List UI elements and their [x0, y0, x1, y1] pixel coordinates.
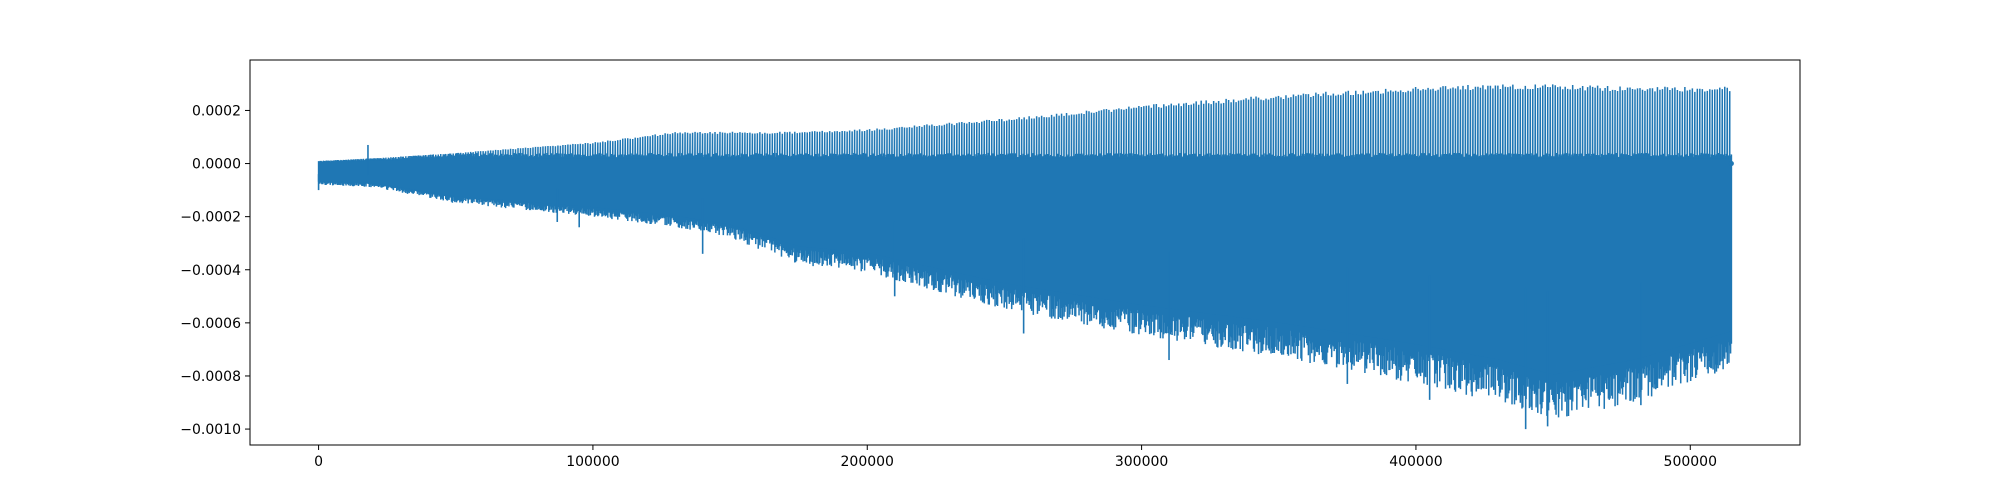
series-end-point-0 [1728, 161, 1734, 167]
y-tick-label: 0.0000 [192, 157, 241, 173]
plot-area [317, 84, 1734, 430]
y-axis: 0.0002 0.0000 −0.0002 −0.0004 −0.0006 −0.0008… [180, 103, 250, 438]
axes-frame [249, 59, 1801, 446]
x-tick-label: 100000 [566, 454, 619, 470]
x-tick-label: 500000 [1664, 454, 1717, 470]
x-tick-label: 300000 [1115, 454, 1168, 470]
y-tick-label: −0.0008 [180, 369, 241, 385]
y-tick-label: −0.0004 [180, 263, 241, 279]
series-body-0 [318, 158, 1732, 375]
x-axis: 0 100000 200000 300000 400000 500000 [314, 445, 1717, 470]
y-tick-label: 0.0002 [192, 103, 241, 119]
y-tick-label: −0.0002 [180, 210, 241, 226]
y-tick-label: −0.0010 [180, 422, 241, 438]
x-tick-label: 200000 [841, 454, 894, 470]
y-tick-label: −0.0006 [180, 316, 241, 332]
x-tick-label: 0 [314, 454, 323, 470]
x-tick-label: 400000 [1389, 454, 1442, 470]
